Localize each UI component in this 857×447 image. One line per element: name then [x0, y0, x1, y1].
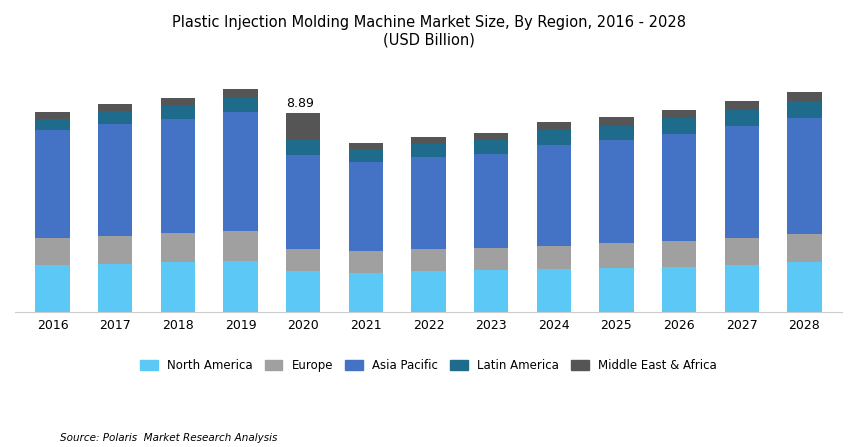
- Bar: [411, 144, 446, 157]
- Title: Plastic Injection Molding Machine Market Size, By Region, 2016 - 2028
(USD Billi: Plastic Injection Molding Machine Market…: [171, 15, 686, 47]
- Bar: [474, 248, 508, 270]
- Bar: [35, 112, 69, 119]
- Bar: [662, 241, 697, 267]
- Bar: [724, 238, 759, 265]
- Bar: [224, 98, 258, 112]
- Bar: [536, 145, 571, 246]
- Bar: [286, 113, 321, 140]
- Bar: [724, 101, 759, 110]
- Bar: [224, 231, 258, 261]
- Text: 8.89: 8.89: [286, 97, 314, 110]
- Bar: [98, 236, 133, 264]
- Bar: [788, 235, 822, 262]
- Bar: [349, 162, 383, 251]
- Bar: [98, 111, 133, 123]
- Bar: [35, 130, 69, 238]
- Bar: [224, 261, 258, 312]
- Bar: [35, 238, 69, 265]
- Bar: [599, 126, 633, 140]
- Bar: [35, 265, 69, 312]
- Bar: [160, 98, 195, 106]
- Bar: [160, 119, 195, 233]
- Bar: [160, 106, 195, 119]
- Bar: [788, 118, 822, 235]
- Bar: [788, 262, 822, 312]
- Bar: [160, 233, 195, 262]
- Bar: [662, 110, 697, 118]
- Bar: [599, 140, 633, 244]
- Bar: [411, 157, 446, 249]
- Bar: [349, 149, 383, 162]
- Bar: [724, 265, 759, 312]
- Bar: [662, 267, 697, 312]
- Bar: [349, 251, 383, 273]
- Bar: [536, 269, 571, 312]
- Bar: [349, 273, 383, 312]
- Bar: [286, 140, 321, 155]
- Bar: [662, 118, 697, 134]
- Bar: [411, 249, 446, 271]
- Bar: [599, 244, 633, 268]
- Bar: [224, 89, 258, 98]
- Bar: [474, 270, 508, 312]
- Bar: [98, 264, 133, 312]
- Bar: [474, 133, 508, 140]
- Text: Source: Polaris  Market Research Analysis: Source: Polaris Market Research Analysis: [60, 433, 278, 443]
- Bar: [724, 110, 759, 126]
- Bar: [411, 271, 446, 312]
- Bar: [224, 112, 258, 231]
- Legend: North America, Europe, Asia Pacific, Latin America, Middle East & Africa: North America, Europe, Asia Pacific, Lat…: [135, 354, 722, 377]
- Bar: [662, 134, 697, 241]
- Bar: [286, 155, 321, 249]
- Bar: [474, 154, 508, 248]
- Bar: [286, 249, 321, 271]
- Bar: [35, 119, 69, 130]
- Bar: [98, 104, 133, 111]
- Bar: [411, 137, 446, 144]
- Bar: [599, 118, 633, 126]
- Bar: [349, 143, 383, 149]
- Bar: [536, 130, 571, 145]
- Bar: [536, 122, 571, 130]
- Bar: [788, 101, 822, 118]
- Bar: [536, 246, 571, 269]
- Bar: [599, 268, 633, 312]
- Bar: [98, 123, 133, 236]
- Bar: [474, 140, 508, 154]
- Bar: [160, 262, 195, 312]
- Bar: [286, 271, 321, 312]
- Bar: [788, 92, 822, 101]
- Bar: [724, 126, 759, 238]
